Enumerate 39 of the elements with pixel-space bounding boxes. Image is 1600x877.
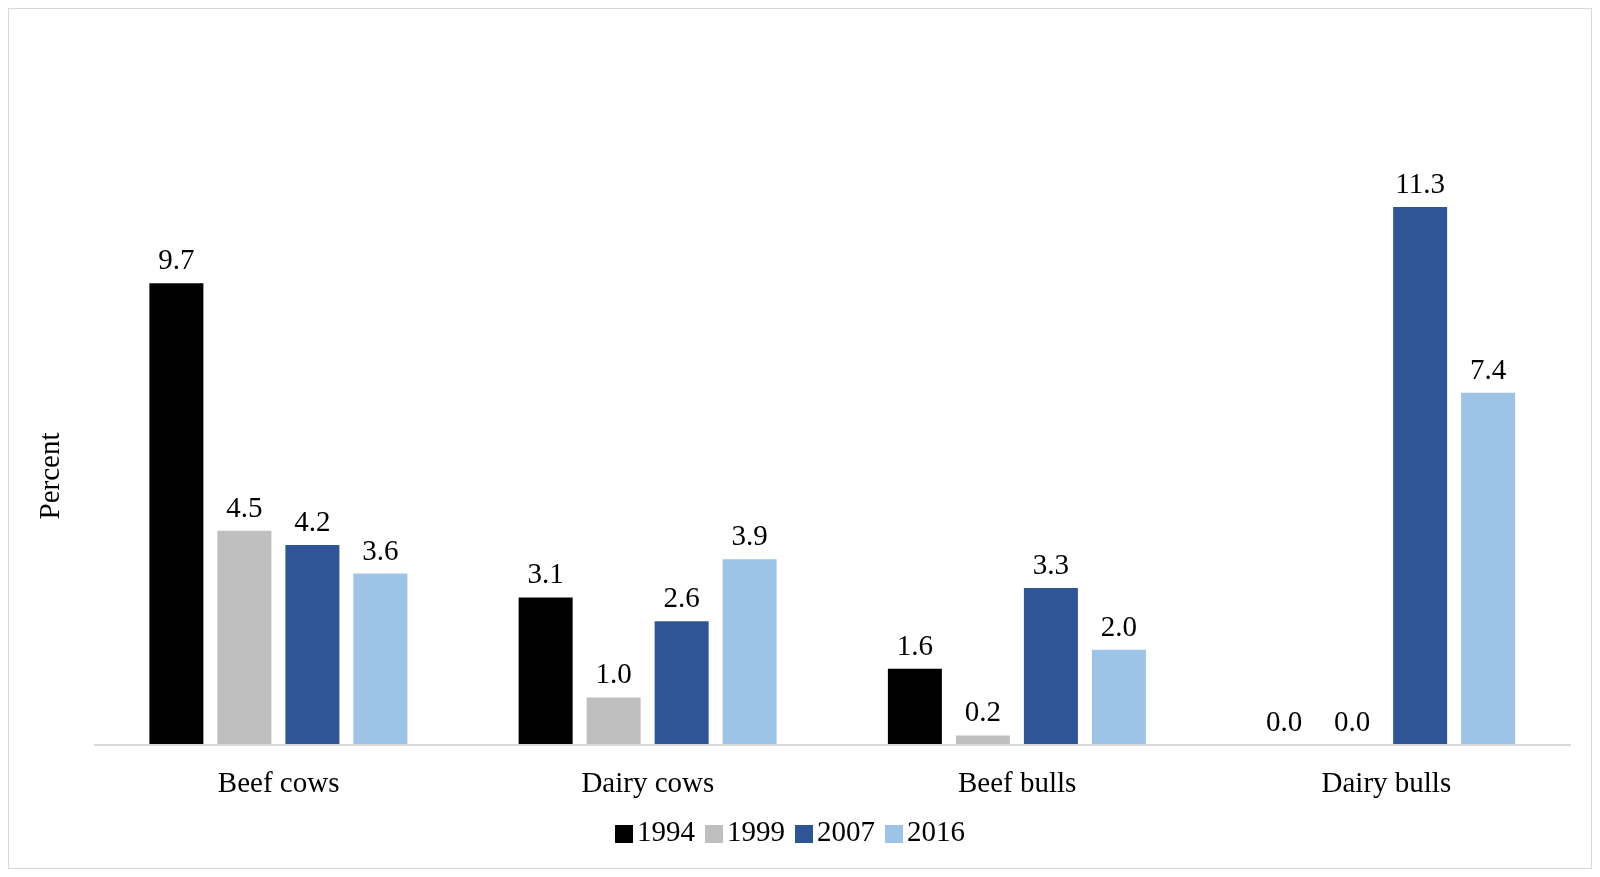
y-axis-title: Percent [33, 432, 66, 520]
bar [586, 697, 641, 745]
data-label: 3.1 [527, 557, 564, 590]
legend-label: 2007 [817, 815, 875, 847]
x-tick-label: Dairy bulls [1321, 765, 1452, 798]
data-label: 7.4 [1470, 352, 1507, 385]
bar [1461, 392, 1516, 745]
bar [1023, 587, 1078, 745]
bar [722, 559, 777, 745]
legend-label: 2016 [907, 815, 965, 847]
data-label: 2.6 [663, 581, 700, 614]
data-label: 3.3 [1032, 547, 1070, 580]
data-label: 4.2 [294, 505, 331, 538]
data-label: 2.0 [1100, 609, 1138, 642]
x-tick-label: Beef cows [217, 765, 340, 798]
x-tick-label: Dairy cows [581, 765, 715, 798]
bar [955, 735, 1010, 745]
bar [518, 597, 573, 745]
bar [1091, 649, 1146, 745]
bar [353, 573, 408, 745]
legend-label: 1999 [727, 815, 785, 847]
data-label: 4.5 [226, 490, 263, 523]
bar [654, 621, 709, 745]
x-tick-label: Beef bulls [957, 765, 1077, 798]
bar [1393, 207, 1448, 745]
bar [217, 530, 272, 745]
data-label: 0.0 [1266, 704, 1303, 737]
data-label: 0.0 [1334, 704, 1371, 737]
bar [887, 668, 942, 745]
data-label: 0.2 [964, 695, 1002, 728]
bar [285, 545, 340, 745]
data-label: 9.7 [158, 243, 195, 276]
data-label: 1.6 [896, 628, 934, 661]
bar [149, 283, 204, 745]
data-label: 1.0 [595, 657, 632, 690]
legend-label: 1994 [637, 815, 695, 847]
data-label: 3.6 [362, 533, 399, 566]
data-label: 3.9 [731, 519, 768, 552]
data-label: 11.3 [1395, 167, 1445, 199]
